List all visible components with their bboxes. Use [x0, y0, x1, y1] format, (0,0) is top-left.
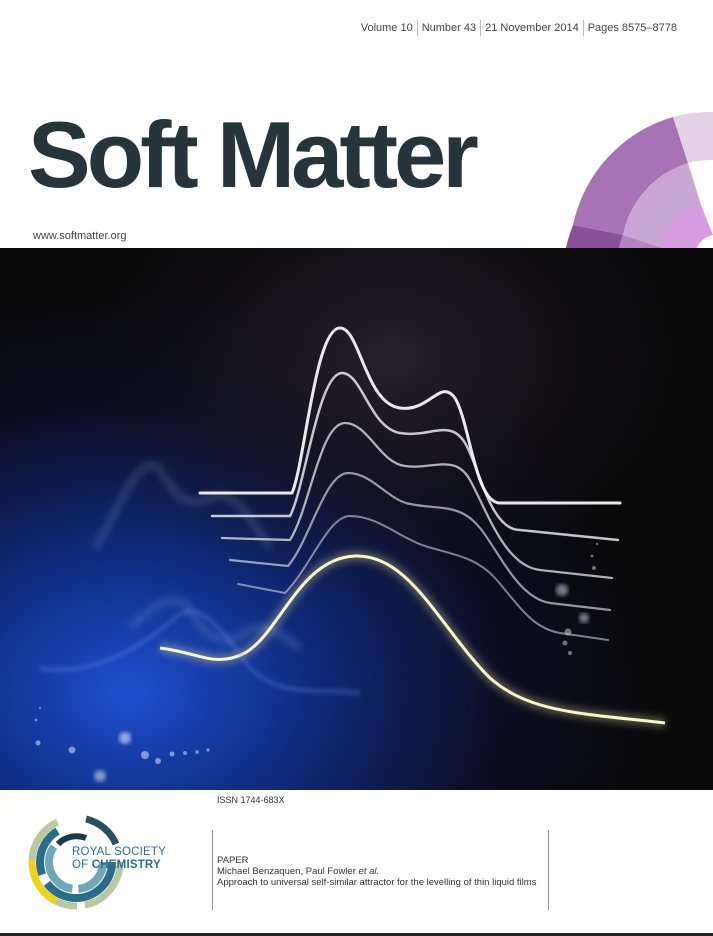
- volume-label: Volume 10: [360, 22, 413, 34]
- journal-title: Soft Matter: [28, 102, 479, 207]
- bottom-rule: [0, 933, 713, 936]
- issn-label: ISSN 1744-683X: [217, 795, 285, 805]
- rsc-line2: OF CHEMISTRY: [72, 859, 166, 872]
- rsc-line2-bold: CHEMISTRY: [91, 859, 161, 871]
- authors-etal: et al.: [358, 866, 380, 877]
- featured-article: PAPER Michael Benzaquen, Paul Fowler et …: [217, 855, 542, 888]
- article-authors: Michael Benzaquen, Paul Fowler et al.: [217, 866, 542, 877]
- number-label: Number 43: [416, 20, 480, 36]
- journal-url[interactable]: www.softmatter.org: [33, 230, 127, 242]
- divider: [548, 830, 549, 910]
- article-title[interactable]: Approach to universal self-similar attra…: [217, 877, 537, 888]
- date-label: 21 November 2014: [480, 20, 583, 36]
- pages-label: Pages 8575–8778: [582, 20, 681, 36]
- rsc-logo-icon: [28, 814, 124, 910]
- divider: [212, 830, 213, 910]
- cover-artwork: [0, 248, 713, 790]
- rsc-wordmark: ROYAL SOCIETY OF CHEMISTRY: [72, 846, 166, 872]
- authors-main: Michael Benzaquen, Paul Fowler: [217, 866, 356, 877]
- article-type: PAPER: [217, 855, 249, 866]
- rsc-line1: ROYAL SOCIETY: [72, 846, 166, 858]
- issue-info-bar: Volume 10 Number 43 21 November 2014 Pag…: [357, 20, 681, 36]
- rsc-line2-prefix: OF: [72, 859, 89, 871]
